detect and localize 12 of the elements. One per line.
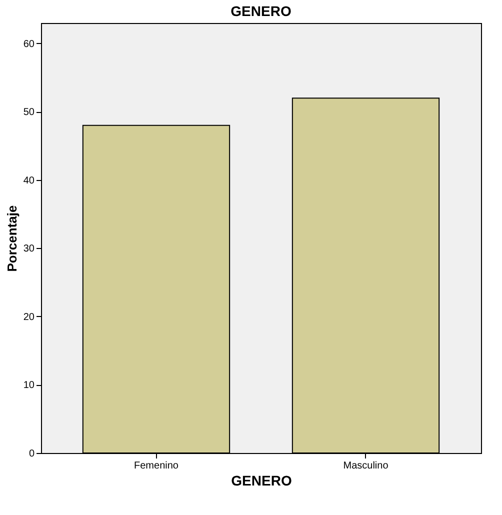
y-tick-label: 0 <box>28 448 35 460</box>
y-axis-title: Porcentaje <box>4 205 20 272</box>
x-tick-label: Femenino <box>134 460 179 472</box>
y-tick-label: 20 <box>23 312 35 323</box>
y-tick-label: 60 <box>23 38 35 50</box>
y-tick-label: 10 <box>23 380 35 392</box>
x-axis-title: GENERO <box>231 472 292 488</box>
y-tick-label: 30 <box>23 244 35 255</box>
chart-title: GENERO <box>230 3 292 19</box>
y-tick-label: 40 <box>23 175 35 186</box>
x-tick-label: Masculino <box>343 460 389 472</box>
y-tick-label: 50 <box>23 107 35 118</box>
